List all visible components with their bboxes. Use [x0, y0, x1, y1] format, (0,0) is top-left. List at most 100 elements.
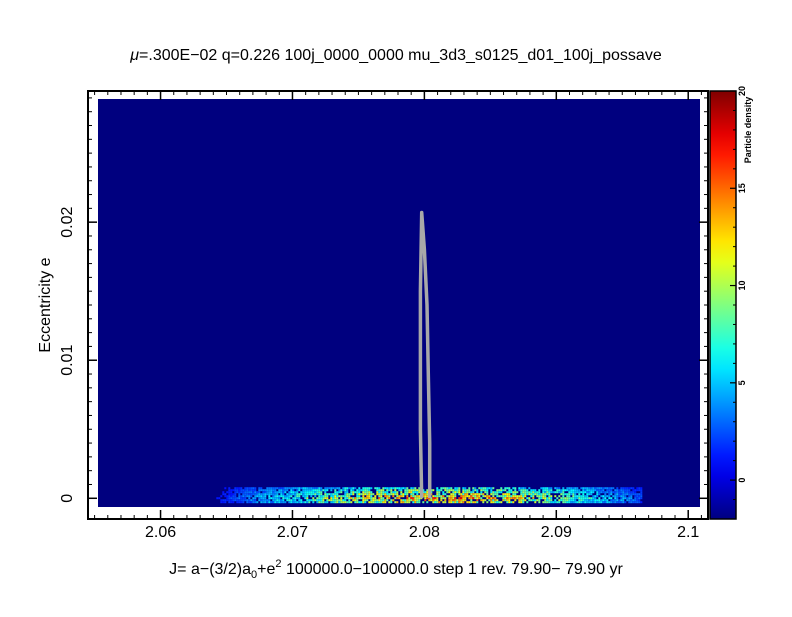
x-axis-label: J= a−(3/2)a0+e2 100000.0−100000.0 step 1… [169, 558, 623, 581]
density-cell [418, 501, 421, 504]
density-cell [484, 491, 487, 494]
density-cell [624, 493, 627, 496]
density-cell [544, 499, 547, 502]
density-cell [260, 495, 263, 498]
density-cell [470, 495, 473, 498]
density-cell [280, 499, 283, 502]
density-cell [426, 495, 429, 498]
density-cell [474, 501, 477, 504]
density-cell [292, 489, 295, 492]
density-cell [326, 497, 329, 500]
density-cell [314, 487, 317, 490]
density-cell [622, 489, 625, 492]
density-cell [616, 495, 619, 498]
density-cell [272, 495, 275, 498]
density-cell [602, 499, 605, 502]
density-cell [614, 501, 617, 504]
density-cell [326, 501, 329, 504]
density-cell [400, 501, 403, 504]
density-cell [510, 497, 513, 500]
density-cell [604, 493, 607, 496]
density-cell [550, 487, 553, 490]
density-cell [408, 497, 411, 500]
density-cell [278, 499, 281, 502]
density-cell [378, 497, 381, 500]
density-cell [540, 497, 543, 500]
density-cell [484, 487, 487, 490]
density-cell [234, 499, 237, 502]
density-cell [378, 501, 381, 504]
density-cell [610, 497, 613, 500]
density-cell [284, 497, 287, 500]
density-cell [494, 493, 497, 496]
density-cell [482, 493, 485, 496]
density-cell [440, 497, 443, 500]
density-cell [280, 491, 283, 494]
density-cell [360, 493, 363, 496]
density-cell [624, 495, 627, 498]
density-cell [292, 497, 295, 500]
density-cell [594, 501, 597, 504]
density-cell [630, 487, 633, 490]
density-cell [278, 489, 281, 492]
density-cell [332, 499, 335, 502]
density-cell [408, 489, 411, 492]
density-cell [366, 493, 369, 496]
density-cell [510, 495, 513, 498]
density-cell [632, 491, 635, 494]
density-cell [310, 493, 313, 496]
density-cell [482, 487, 485, 490]
density-cell [246, 489, 249, 492]
density-cell [620, 489, 623, 492]
density-cell [286, 489, 289, 492]
density-cell [492, 491, 495, 494]
density-cell [620, 491, 623, 494]
density-cell [416, 501, 419, 504]
density-cell [434, 497, 437, 500]
density-cell [486, 495, 489, 498]
density-cell [316, 487, 319, 490]
density-cell [568, 499, 571, 502]
density-cell [574, 489, 577, 492]
density-cell [334, 493, 337, 496]
density-cell [454, 489, 457, 492]
density-cell [260, 489, 263, 492]
density-cell [496, 491, 499, 494]
density-cell [602, 489, 605, 492]
density-cell [278, 495, 281, 498]
density-cell [452, 497, 455, 500]
density-cell [418, 489, 421, 492]
density-cell [628, 493, 631, 496]
density-cell [350, 491, 353, 494]
density-cell [610, 487, 613, 490]
density-cell [248, 501, 251, 504]
colorbar: 0 5 10 15 20 Particle density [709, 86, 753, 520]
density-cell [288, 495, 291, 498]
density-cell [502, 493, 505, 496]
density-cell [356, 497, 359, 500]
density-cell [380, 493, 383, 496]
density-cell [404, 491, 407, 494]
density-cell [358, 497, 361, 500]
density-cell [520, 493, 523, 496]
density-cell [550, 497, 553, 500]
density-cell [390, 489, 393, 492]
density-cell [320, 501, 323, 504]
density-cell [238, 497, 241, 500]
density-cell [246, 499, 249, 502]
density-cell [330, 493, 333, 496]
density-cell [448, 487, 451, 490]
y-tick-labels: 0 0.01 0.02 [59, 206, 76, 502]
density-cell [526, 489, 529, 492]
density-cell [480, 499, 483, 502]
density-cell [544, 487, 547, 490]
density-cell [298, 499, 301, 502]
density-cell [314, 499, 317, 502]
density-cell [442, 501, 445, 504]
density-cell [498, 491, 501, 494]
density-cell [254, 493, 257, 496]
density-cell [338, 495, 341, 498]
density-cell [376, 499, 379, 502]
x-tick-label: 2.1 [677, 524, 699, 541]
density-cell [556, 491, 559, 494]
